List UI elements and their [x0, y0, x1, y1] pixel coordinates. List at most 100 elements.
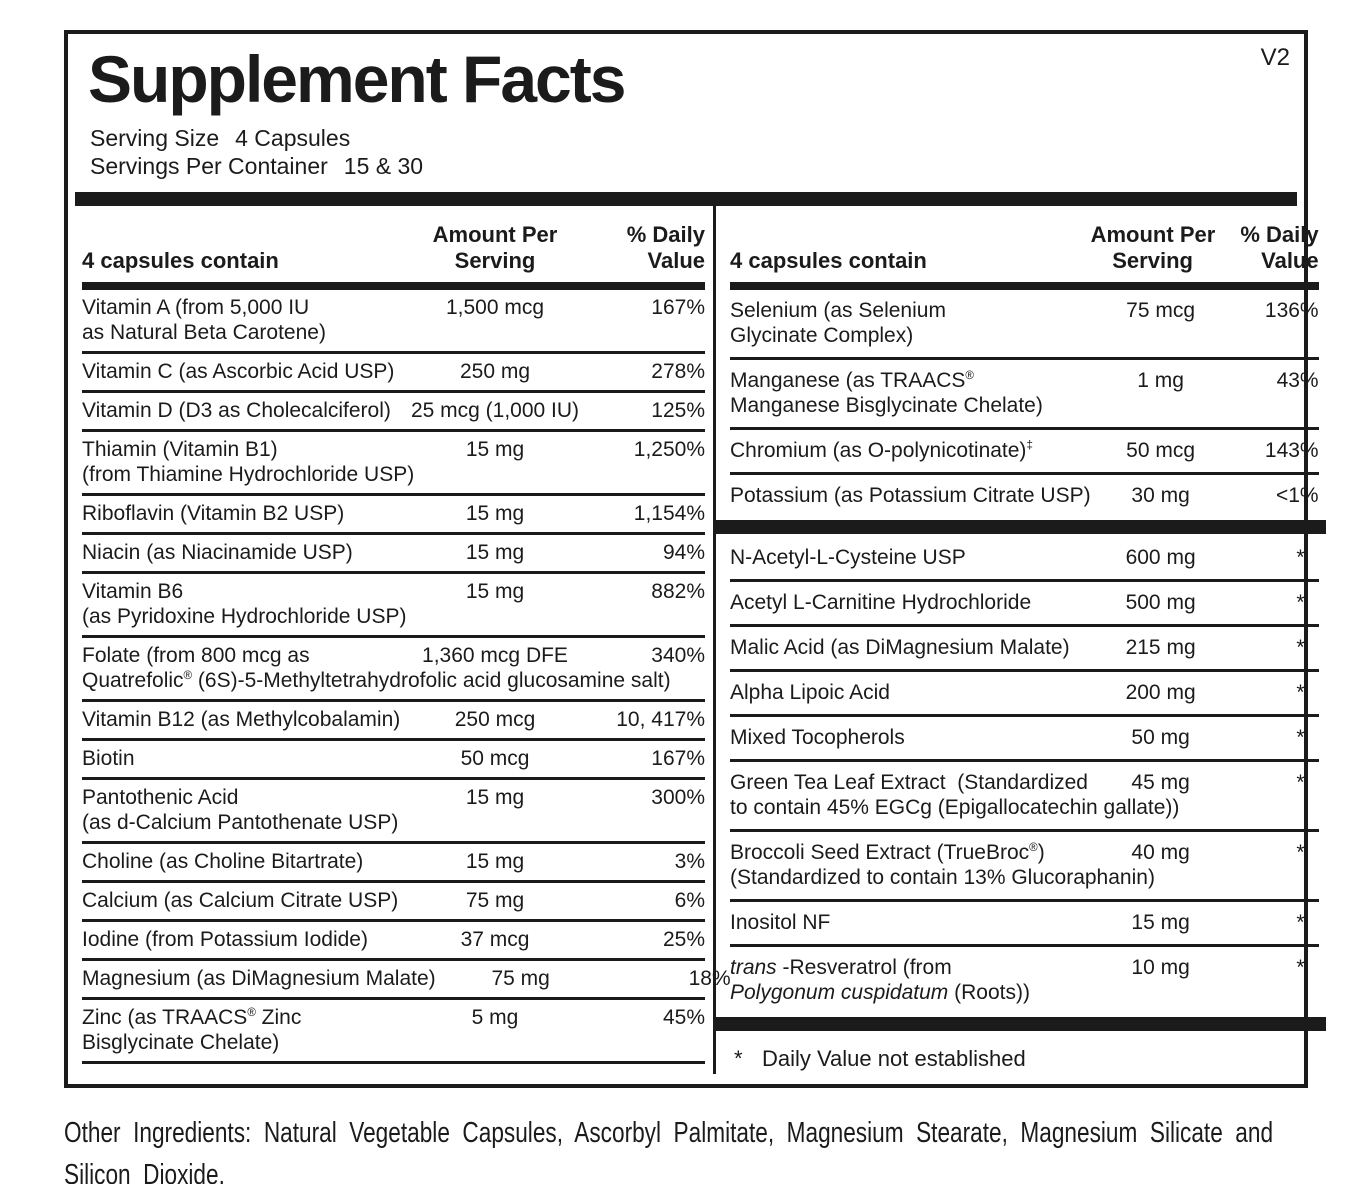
daily-value: 136% — [1264, 299, 1319, 322]
table-row: Inositol NF 15 mg * — [730, 899, 1319, 944]
daily-value-footnote: * Daily Value not established — [730, 1034, 1319, 1074]
amount-value: 15 mg — [465, 502, 525, 525]
table-row: Alpha Lipoic Acid 200 mg * — [730, 669, 1319, 714]
section-divider-bar — [716, 1017, 1326, 1031]
daily-value: 300% — [651, 786, 705, 809]
ingredient-name: Vitamin B6 — [82, 580, 184, 603]
table-row: Acetyl L-Carnitine Hydrochloride 500 mg * — [730, 579, 1319, 624]
ingredient-name: Mixed Tocopherols — [730, 726, 905, 749]
table-row: Vitamin C (as Ascorbic Acid USP) 250 mg 27… — [82, 351, 705, 390]
amount-value: 50 mcg — [460, 747, 530, 770]
table-row: Riboflavin (Vitamin B2 USP) 15 mg 1,154% — [82, 493, 705, 532]
table-row: Vitamin B12 (as Methylcobalamin) 250 mcg 1… — [82, 699, 705, 738]
table-row: Green Tea Leaf Extract (Standardized 45 m… — [730, 759, 1319, 829]
daily-value: 1,154% — [633, 502, 705, 525]
amount-value: 15 mg — [1131, 911, 1190, 934]
daily-value: 125% — [651, 399, 705, 422]
daily-value: 94% — [662, 541, 705, 564]
ingredient-name: Vitamin B12 (as Methylcobalamin) — [82, 708, 401, 731]
amount-value: 37 mcg — [460, 928, 530, 951]
ingredient-name: Vitamin C (as Ascorbic Acid USP) — [82, 360, 395, 383]
table-row: Iodine (from Potassium Iodide) 37 mcg 25% — [82, 919, 705, 958]
column-header-daily-value: % Daily Value — [626, 222, 705, 273]
table-row: Chromium (as O-polynicotinate)‡ 50 mcg 143… — [730, 427, 1319, 472]
amount-value: 50 mcg — [1126, 439, 1196, 462]
table-row: Broccoli Seed Extract (TrueBroc®) 40 mg * (… — [730, 829, 1319, 899]
daily-value: * — [1296, 911, 1305, 934]
ingredient-name-line2: Quatrefolic® (6S)-5-Methyltetrahydrofoli… — [82, 669, 671, 692]
ingredient-name: Niacin (as Niacinamide USP) — [82, 541, 353, 564]
daily-value: * — [1296, 681, 1305, 704]
ingredient-name: Green Tea Leaf Extract (Standardized — [730, 771, 1088, 794]
serving-size-value: 4 Capsules — [235, 125, 351, 151]
ingredient-name-line2: Manganese Bisglycinate Chelate) — [730, 394, 1043, 417]
ingredient-name: Inositol NF — [730, 911, 831, 934]
daily-value: * — [1296, 771, 1305, 794]
daily-value: * — [1296, 636, 1305, 659]
daily-value: 10, 417% — [616, 708, 705, 731]
facts-column-left: 4 capsules contain Amount Per Serving % … — [82, 206, 731, 1074]
ingredient-name: Zinc (as TRAACS® Zinc — [82, 1006, 302, 1029]
amount-value: 250 mcg — [454, 708, 536, 731]
facts-columns: 4 capsules contain Amount Per Serving % … — [82, 206, 1326, 1074]
ingredient-name: Chromium (as O-polynicotinate)‡ — [730, 439, 1033, 462]
table-row: Vitamin A (from 5,000 IU 1,500 mcg 167% as … — [82, 290, 705, 351]
ingredient-name-line2: (from Thiamine Hydrochloride USP) — [82, 463, 415, 486]
daily-value: * — [1296, 546, 1305, 569]
header-divider-bar — [75, 192, 1297, 206]
daily-value: 45% — [662, 1006, 705, 1029]
amount-value: 10 mg — [1131, 956, 1190, 979]
daily-value: 1,250% — [633, 438, 705, 461]
daily-value: 43% — [1276, 369, 1319, 392]
column-header-contain: 4 capsules contain — [82, 248, 279, 273]
column-header-contain: 4 capsules contain — [730, 248, 927, 273]
servings-per-container-label: Servings Per Container — [90, 153, 328, 179]
daily-value: 167% — [651, 747, 705, 770]
daily-value: 340% — [651, 644, 705, 667]
ingredient-rows-right-bottom: N-Acetyl-L-Cysteine USP 600 mg * Acetyl L-C… — [730, 537, 1319, 1014]
table-row: trans -Resveratrol (from 10 mg * Polygonum … — [730, 944, 1319, 1014]
amount-value: 30 mg — [1131, 484, 1190, 507]
ingredient-name: Selenium (as Selenium — [730, 299, 946, 322]
amount-value: 75 mg — [465, 889, 525, 912]
table-row: Mixed Tocopherols 50 mg * — [730, 714, 1319, 759]
ingredient-name: Broccoli Seed Extract (TrueBroc®) — [730, 841, 1045, 864]
ingredient-name: Folate (from 800 mcg as — [82, 644, 310, 667]
column-header-amount: Amount Per Serving — [432, 222, 558, 273]
ingredient-name: Potassium (as Potassium Citrate USP) — [730, 484, 1091, 507]
amount-value: 1,500 mcg — [445, 296, 545, 319]
ingredient-name-line2: Bisglycinate Chelate) — [82, 1031, 280, 1054]
amount-value: 1 mg — [1137, 369, 1184, 392]
table-row: Vitamin B6 15 mg 882% (as Pyridoxine Hydroc… — [82, 571, 705, 635]
daily-value: 167% — [651, 296, 705, 319]
amount-value: 500 mg — [1125, 591, 1196, 614]
ingredient-name-line2: to contain 45% EGCg (Epigallocatechin ga… — [730, 796, 1180, 819]
servings-per-container-row: Servings Per Container 15 & 30 — [90, 152, 1290, 180]
amount-value: 215 mg — [1125, 636, 1196, 659]
table-row: Malic Acid (as DiMagnesium Malate) 215 mg… — [730, 624, 1319, 669]
table-row: Zinc (as TRAACS® Zinc 5 mg 45% Bisglycinate… — [82, 997, 705, 1061]
table-row: N-Acetyl-L-Cysteine USP 600 mg * — [730, 537, 1319, 579]
amount-value: 75 mcg — [1126, 299, 1196, 322]
daily-value: 3% — [674, 850, 705, 873]
ingredient-name-line2: (Standardized to contain 13% Glucoraphan… — [730, 866, 1155, 889]
ingredient-name: Vitamin D (D3 as Cholecalciferol) — [82, 399, 391, 422]
table-row: Thiamin (Vitamin B1) 15 mg 1,250% (from Thi… — [82, 429, 705, 493]
table-row: Calcium (as Calcium Citrate USP) 75 mg 6% — [82, 880, 705, 919]
ingredient-name: Acetyl L-Carnitine Hydrochloride — [730, 591, 1032, 614]
table-row: Folate (from 800 mcg as 1,360 mcg DFE 340%… — [82, 635, 705, 699]
other-ingredients-text: Other Ingredients: Natural Vegetable Cap… — [64, 1117, 1274, 1184]
table-row: Magnesium (as DiMagnesium Malate) 75 mg 18… — [82, 958, 731, 997]
daily-value: 18% — [688, 967, 731, 990]
daily-value: 143% — [1264, 439, 1319, 462]
table-row: Manganese (as TRAACS® 1 mg 43% Manganese Bi… — [730, 357, 1319, 427]
ingredient-name: Malic Acid (as DiMagnesium Malate) — [730, 636, 1070, 659]
ingredient-name: Iodine (from Potassium Iodide) — [82, 928, 368, 951]
daily-value: 278% — [651, 360, 705, 383]
amount-value: 1,360 mcg DFE — [422, 644, 568, 667]
amount-value: 15 mg — [465, 541, 525, 564]
ingredient-name: Manganese (as TRAACS® — [730, 369, 974, 392]
ingredient-name: Riboflavin (Vitamin B2 USP) — [82, 502, 345, 525]
amount-value: 45 mg — [1131, 771, 1190, 794]
